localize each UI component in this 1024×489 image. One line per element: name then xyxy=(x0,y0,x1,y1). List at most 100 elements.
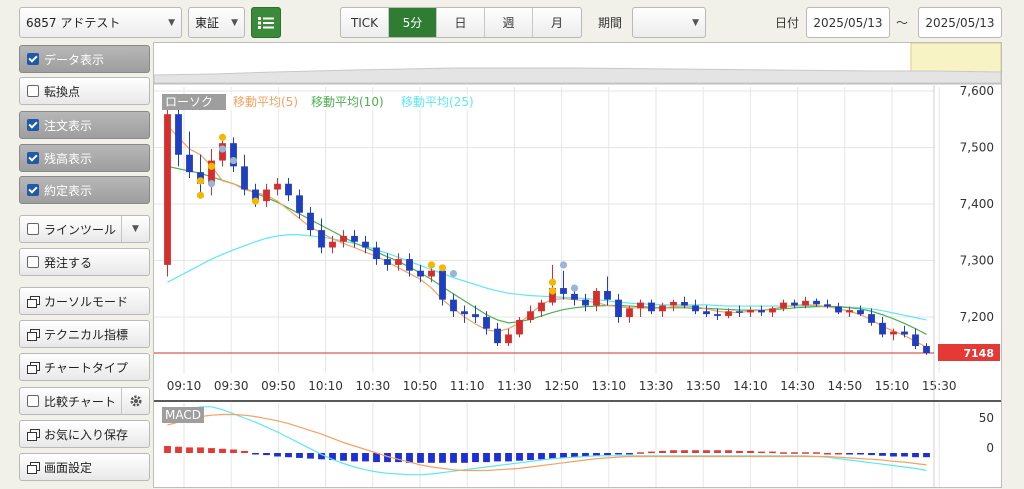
macd-hist-bar xyxy=(890,453,897,457)
date-to-field[interactable]: 2025/05/13 xyxy=(918,7,1002,38)
macd-hist-bar xyxy=(681,450,688,453)
macd-hist-bar xyxy=(549,453,556,459)
candle-body xyxy=(450,299,457,312)
execution-marker xyxy=(559,261,568,269)
screen-settings-button[interactable]: 画面設定 xyxy=(19,453,150,481)
market-select[interactable]: 東証 ▼ xyxy=(188,7,245,38)
position-display-toggle[interactable]: 残高表示 xyxy=(19,144,150,172)
macd-hist-bar xyxy=(780,452,787,454)
execution-marker xyxy=(229,156,238,165)
cursor-mode-button[interactable]: カーソルモード xyxy=(19,287,150,315)
tab-month[interactable]: 月 xyxy=(550,16,563,30)
save-favorite-button[interactable]: お気に入り保存 xyxy=(19,420,150,448)
macd-hist-bar xyxy=(417,453,424,463)
x-tick-label: 15:30 xyxy=(922,379,957,393)
line-tool-button[interactable]: ラインツール ▼ xyxy=(19,215,150,243)
macd-hist-bar xyxy=(615,453,622,455)
date-from-field[interactable]: 2025/05/13 xyxy=(806,7,890,38)
x-tick-label: 10:30 xyxy=(356,379,391,393)
chevron-down-icon: ▼ xyxy=(168,17,175,28)
order-display-toggle[interactable]: 注文表示 xyxy=(19,111,150,139)
candle-body xyxy=(439,270,446,300)
x-tick-label: 13:10 xyxy=(592,379,627,393)
candle-body xyxy=(318,230,325,248)
candle-body xyxy=(505,334,512,344)
candle-body xyxy=(329,241,336,248)
execution-marker xyxy=(427,261,436,269)
data-display-toggle[interactable]: データ表示 xyxy=(19,45,150,73)
y-tick-label: 7,500 xyxy=(960,141,994,155)
macd-hist-bar xyxy=(571,453,578,458)
execution-marker xyxy=(196,191,205,199)
legend-item: 移動平均(25) xyxy=(401,95,474,109)
checkbox-icon xyxy=(27,395,39,407)
candle-body xyxy=(626,308,633,318)
macd-label-bg xyxy=(162,407,204,423)
checkbox-icon xyxy=(27,85,39,97)
macd-hist-bar xyxy=(373,453,380,463)
macd-hist-bar xyxy=(714,450,721,453)
candle-body xyxy=(549,288,556,303)
macd-label: MACD xyxy=(165,408,201,422)
symbol-select[interactable]: 6857 アドテスト ▼ xyxy=(19,7,182,38)
y-tick-label: 7,300 xyxy=(960,254,994,268)
legend-bg xyxy=(308,94,394,110)
inflection-toggle[interactable]: 転換点 xyxy=(19,77,150,105)
tab-5min[interactable]: 5分 xyxy=(389,8,437,37)
tab-week[interactable]: 週 xyxy=(485,8,533,37)
chart-type-label: チャートタイプ xyxy=(44,360,128,375)
macd-hist-bar xyxy=(846,453,853,455)
checkbox-icon xyxy=(27,256,39,268)
navigator-area xyxy=(153,67,1002,84)
candle-body xyxy=(472,314,479,318)
chart-area[interactable]: 09:10 09:30 09:50 10:10 10:30 10:50 11:10 11:30… xyxy=(153,42,1002,488)
technical-indicator-button[interactable]: テクニカル指標 xyxy=(19,320,150,348)
candle-body xyxy=(230,143,237,167)
candle-body xyxy=(164,114,171,265)
checkbox-checked-icon xyxy=(27,53,39,65)
x-tick-label: 14:50 xyxy=(828,379,863,393)
chevron-down-icon[interactable]: ▼ xyxy=(121,216,149,242)
execution-marker xyxy=(548,287,557,295)
list-view-button[interactable] xyxy=(251,7,281,38)
macd-hist-bar xyxy=(208,448,215,453)
gear-icon[interactable] xyxy=(121,388,149,414)
macd-hist-bar xyxy=(857,453,864,455)
macd-hist-bar xyxy=(384,453,391,463)
y-tick-label: 7,600 xyxy=(960,84,994,98)
candle-body xyxy=(241,166,248,190)
place-order-toggle[interactable]: 発注する xyxy=(19,248,150,276)
chevron-down-icon: ▼ xyxy=(692,17,699,28)
interval-tabs: TICK 5分 日 週 月 xyxy=(340,7,582,38)
macd-y-tick-label: 50 xyxy=(979,411,994,425)
x-tick-label: 12:50 xyxy=(544,379,579,393)
execution-display-toggle[interactable]: 約定表示 xyxy=(19,176,150,204)
cursor-mode-label: カーソルモード xyxy=(44,294,129,309)
candle-body xyxy=(747,310,754,313)
candle-body xyxy=(384,259,391,265)
period-select[interactable]: ▼ xyxy=(632,7,706,38)
chart-type-button[interactable]: チャートタイプ xyxy=(19,353,150,381)
candle-body xyxy=(307,212,314,231)
macd-hist-bar xyxy=(197,447,204,453)
macd-hist-bar xyxy=(274,453,281,457)
macd-hist-bar xyxy=(219,448,226,453)
tab-tick[interactable]: TICK xyxy=(341,8,389,37)
list-icon xyxy=(258,16,274,29)
date-separator: 〜 xyxy=(896,16,909,30)
price-chart[interactable]: 09:10 09:30 09:50 10:10 10:30 10:50 11:10 11:30… xyxy=(153,42,1002,487)
candle-body xyxy=(780,302,787,309)
macd-hist-bar xyxy=(802,452,809,454)
candle-body xyxy=(417,270,424,277)
tab-day[interactable]: 日 xyxy=(437,8,485,37)
legend-bg xyxy=(230,94,304,110)
macd-hist-bar xyxy=(626,453,633,455)
ma25-line xyxy=(167,234,927,321)
macd-hist-bar xyxy=(703,450,710,453)
candle-body xyxy=(285,183,292,196)
compare-chart-button[interactable]: 比較チャート xyxy=(19,387,150,415)
macd-hist-bar xyxy=(824,453,831,455)
x-tick-label: 11:10 xyxy=(450,379,485,393)
macd-hist-bar xyxy=(472,453,479,463)
technical-label: テクニカル指標 xyxy=(44,327,129,342)
